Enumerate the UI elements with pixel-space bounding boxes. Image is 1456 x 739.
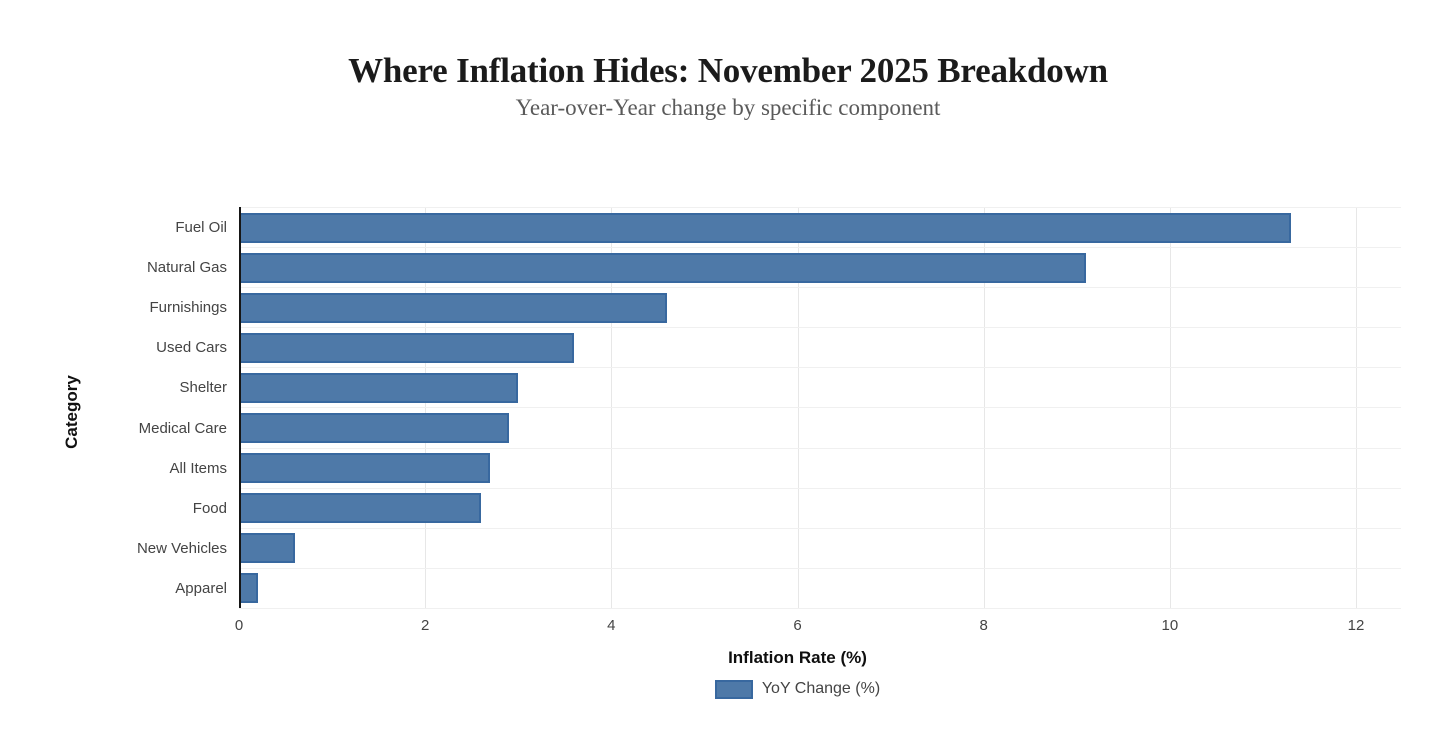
bar-rows: Fuel Oil Natural Gas Furnishings Used Cars S… [137, 207, 1401, 609]
category-label: Apparel [175, 579, 227, 597]
bar-row: Natural Gas [147, 248, 1401, 289]
x-tick-label: 12 [1347, 617, 1365, 634]
bar[interactable] [239, 292, 668, 323]
bar-row: Apparel [175, 569, 1401, 609]
bar[interactable] [239, 413, 509, 444]
bar[interactable] [239, 252, 1087, 283]
plot-area: Fuel Oil Natural Gas Furnishings Used Cars S… [137, 207, 1401, 609]
legend-label: YoY Change (%) [761, 680, 881, 697]
legend[interactable]: YoY Change (%) [239, 677, 1356, 701]
category-label: New Vehicles [136, 539, 227, 557]
bar-row: All Items [169, 449, 1401, 489]
bar[interactable] [239, 453, 491, 484]
bar-row: Shelter [179, 368, 1401, 409]
x-tick-label: 0 [234, 617, 244, 634]
x-axis-title: Inflation Rate (%) [728, 648, 867, 667]
bar-row: Food [193, 489, 1401, 529]
x-tick-label: 4 [607, 617, 616, 634]
category-label: Food [192, 499, 227, 517]
category-label: Medical Care [138, 419, 227, 437]
category-label: All Items [169, 459, 227, 477]
bar-row: Furnishings [149, 288, 1401, 329]
bar-row: Medical Care [139, 408, 1401, 449]
y-axis-title: Category [62, 375, 81, 449]
x-tick-label: 8 [979, 617, 988, 634]
x-tick-label: 2 [420, 617, 430, 634]
chart-subtitle: Year-over-Year change by specific compon… [515, 95, 941, 120]
category-label: Furnishings [149, 299, 227, 317]
category-label: Used Cars [156, 339, 227, 357]
bar[interactable] [239, 212, 1291, 243]
bar-row: Used Cars [156, 328, 1401, 369]
y-axis-line [239, 207, 241, 608]
bar-row: New Vehicles [137, 529, 1401, 569]
x-tick-label: 6 [793, 617, 802, 634]
category-label: Fuel Oil [175, 219, 227, 237]
x-tick-label: 10 [1161, 617, 1179, 634]
chart-title: Where Inflation Hides: November 2025 Bre… [348, 51, 1108, 90]
bar-row: Fuel Oil [175, 208, 1401, 249]
bar[interactable] [239, 493, 482, 524]
bar[interactable] [239, 573, 258, 604]
x-axis-ticks: 0 2 4 6 8 10 12 [235, 617, 1401, 639]
bar[interactable] [239, 372, 519, 403]
bar[interactable] [239, 332, 575, 363]
legend-swatch [714, 679, 753, 699]
category-label: Natural Gas [146, 259, 227, 277]
category-label: Shelter [179, 379, 227, 397]
bar[interactable] [239, 533, 295, 564]
